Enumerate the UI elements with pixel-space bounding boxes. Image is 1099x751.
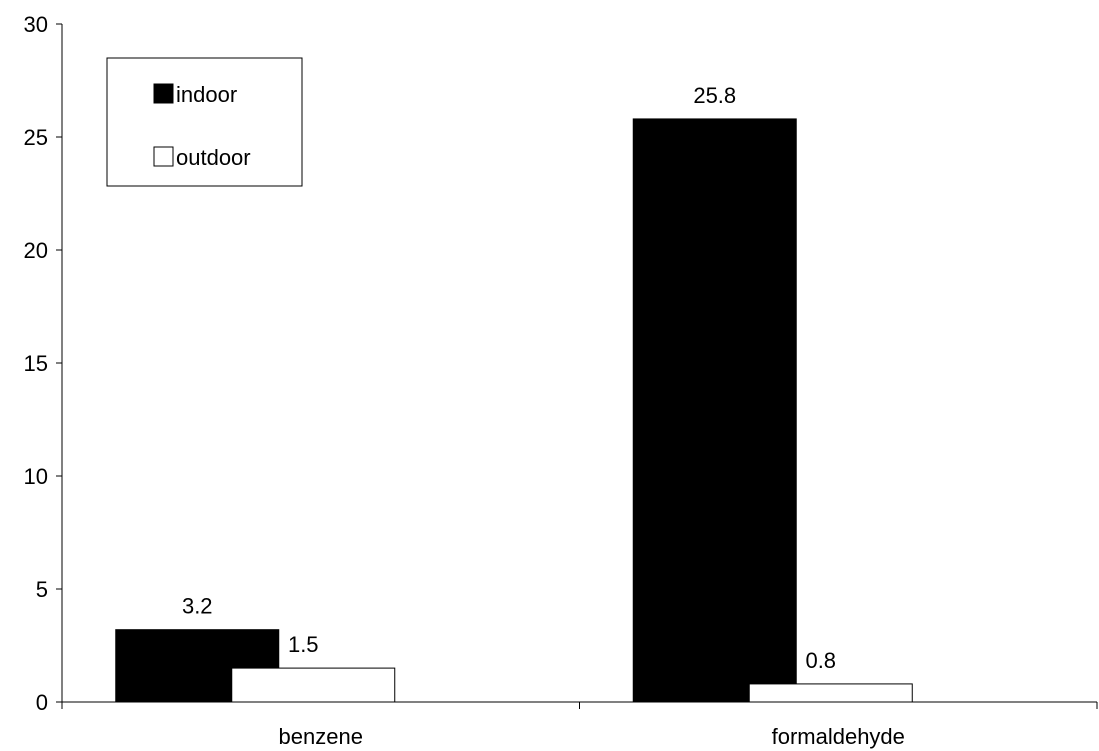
bar-outdoor-benzene — [231, 667, 396, 703]
data-label: 1.5 — [288, 632, 319, 657]
bar-indoor-formaldehyde — [632, 118, 797, 703]
y-tick-label: 10 — [24, 464, 48, 489]
y-tick-label: 15 — [24, 351, 48, 376]
y-tick-label: 20 — [24, 238, 48, 263]
y-tick-label: 30 — [24, 12, 48, 37]
y-axis: 0 5 10 15 20 25 30 — [24, 12, 63, 715]
legend: indoor outdoor — [106, 57, 303, 187]
y-tick-label: 5 — [36, 577, 48, 602]
legend-label-outdoor: outdoor — [176, 145, 251, 170]
data-label: 0.8 — [805, 648, 836, 673]
legend-swatch-indoor — [153, 83, 174, 104]
data-labels: 3.2 1.5 25.8 0.8 — [182, 83, 836, 673]
data-label: 3.2 — [182, 594, 213, 619]
x-category-label: formaldehyde — [772, 724, 905, 749]
y-tick-label: 25 — [24, 125, 48, 150]
bar-outdoor-formaldehyde — [748, 683, 913, 703]
x-axis: benzene formaldehyde — [61, 701, 1098, 749]
legend-swatch-outdoor — [153, 146, 174, 167]
legend-box — [106, 57, 303, 187]
x-category-label: benzene — [279, 724, 363, 749]
bars — [115, 118, 913, 703]
y-tick-label: 0 — [36, 690, 48, 715]
data-label: 25.8 — [693, 83, 736, 108]
legend-label-indoor: indoor — [176, 82, 237, 107]
